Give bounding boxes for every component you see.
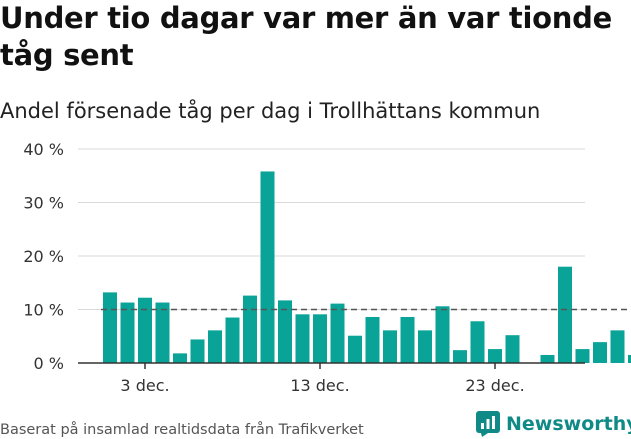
x-tick-label: 13 dec.	[290, 376, 349, 395]
y-tick-label: 10 %	[23, 301, 64, 320]
bar	[453, 350, 467, 363]
bar	[435, 306, 450, 363]
bar	[260, 171, 275, 363]
y-tick-label: 40 %	[23, 140, 64, 159]
bar	[295, 314, 310, 363]
bar	[593, 342, 607, 363]
newsworthy-logo-icon	[476, 411, 500, 437]
bar	[208, 330, 222, 363]
bar	[628, 354, 631, 363]
y-tick-label: 30 %	[23, 194, 64, 213]
bar	[505, 335, 520, 363]
brand-logo: Newsworthy	[476, 410, 631, 438]
bar	[470, 321, 485, 363]
brand-name: Newsworthy	[506, 413, 631, 435]
bar	[243, 295, 257, 363]
bar	[278, 300, 292, 363]
bar	[173, 353, 187, 363]
grid-lines	[78, 148, 585, 310]
bar	[610, 330, 625, 363]
x-tick-label: 3 dec.	[120, 376, 169, 395]
bar	[383, 330, 397, 363]
bar	[330, 303, 345, 363]
x-tick-label: 23 dec.	[465, 376, 524, 395]
bar	[488, 349, 502, 363]
tick-labels: 0 %10 %20 %30 %40 %3 dec.13 dec.23 dec.2…	[23, 140, 524, 395]
bars	[103, 171, 631, 363]
source-note: Baserat på insamlad realtidsdata från Tr…	[0, 422, 364, 438]
bar	[225, 317, 240, 363]
bar	[540, 354, 555, 363]
y-tick-label: 0 %	[34, 354, 64, 373]
bar	[138, 297, 152, 363]
bar	[103, 292, 117, 363]
bar	[558, 266, 572, 363]
bar	[313, 314, 327, 363]
bar	[348, 335, 362, 363]
bar	[155, 302, 170, 363]
bar	[120, 302, 135, 363]
bar	[575, 349, 590, 363]
chart-title: Under tio dagar var mer än var tionde tå…	[0, 1, 612, 72]
axes	[78, 362, 585, 369]
y-tick-label: 20 %	[23, 247, 64, 266]
bar	[365, 316, 380, 363]
bar	[190, 339, 205, 363]
bar	[400, 316, 415, 363]
bar	[418, 330, 432, 363]
chart-subtitle: Andel försenade tåg per dag i Trollhätta…	[0, 99, 541, 123]
